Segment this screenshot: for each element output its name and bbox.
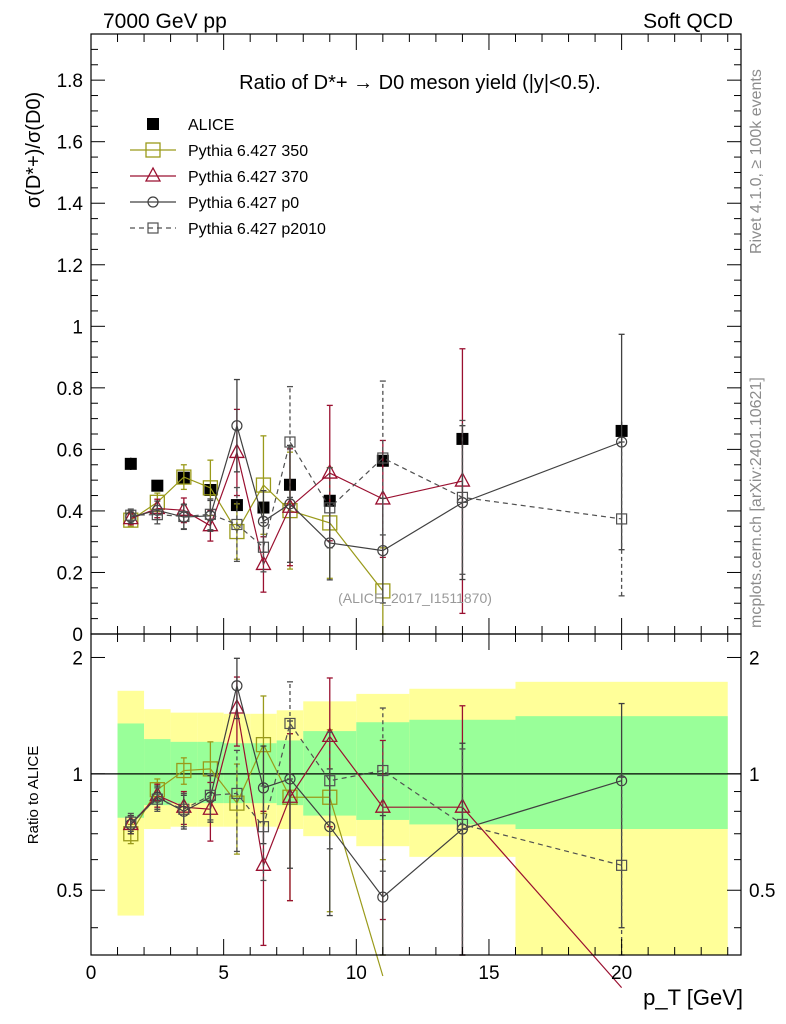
y-tick-label: 1.6: [57, 133, 83, 154]
y-tick-label: 1.2: [57, 256, 83, 277]
data-point: [178, 803, 190, 815]
ratio-y-tick-label: 0.5: [57, 881, 83, 902]
y-tick-label: 0.8: [57, 379, 83, 400]
data-point: [176, 762, 192, 779]
main-title: Ratio of D*+ → D0 meson yield (|y|<0.5).: [239, 72, 601, 94]
ratio-frame: [90, 633, 742, 956]
legend-marker: [145, 142, 161, 158]
ratio-ylabel: Ratio to ALICE: [25, 746, 42, 844]
series-pythia-6-427-p2010: [125, 380, 628, 597]
data-point: [616, 513, 628, 525]
legend-marker: [147, 222, 159, 234]
y-tick-label: 0: [72, 625, 83, 646]
data-point: [125, 509, 137, 521]
data-point: [257, 821, 270, 833]
data-point: [229, 795, 245, 811]
data-point: [231, 518, 243, 531]
data-point: [257, 541, 270, 553]
y-tick-label: 0.4: [57, 502, 84, 523]
data-point: [151, 479, 164, 492]
data-point: [176, 469, 192, 485]
data-point: [178, 510, 190, 523]
ratio-y-tick-label-right: 0.5: [749, 881, 775, 902]
y-tick-label: 0.6: [57, 440, 83, 461]
data-point: [321, 463, 338, 479]
y-tick-label: 1.4: [57, 194, 84, 215]
legend-entry: Pythia 6.427 p2010: [130, 221, 326, 238]
series-line: [130, 722, 622, 866]
data-point: [204, 789, 216, 801]
data-point: [125, 816, 137, 828]
legend-label: ALICE: [188, 117, 234, 134]
main-ylabel: σ(D*+)/σ(D0): [23, 92, 45, 208]
data-point: [231, 787, 243, 800]
legend-marker: [144, 166, 162, 182]
x-axis-label: p_T [GeV]: [643, 985, 743, 1010]
legend-label: Pythia 6.427 p0: [188, 195, 299, 212]
mcplots-label: mcplots.cern.ch [arXiv:2401.10621]: [748, 377, 765, 628]
series-line: [130, 450, 463, 567]
ratio-y-tick-label: 1: [72, 765, 83, 786]
legend-entry: Pythia 6.427 370: [130, 166, 308, 186]
data-point: [151, 509, 163, 521]
data-point: [377, 891, 389, 903]
data-point: [202, 480, 219, 496]
legend-entry: ALICE: [147, 117, 234, 134]
ratio-y-tick-label-right: 1: [749, 765, 760, 786]
data-point: [377, 545, 389, 557]
data-point: [456, 818, 469, 831]
series-alice: [124, 421, 628, 514]
data-point: [231, 420, 243, 432]
data-point: [231, 680, 243, 692]
legend-label: Pythia 6.427 p2010: [188, 221, 326, 238]
legend-label: Pythia 6.427 370: [188, 169, 308, 186]
series-pythia-6-427-p2010: [125, 681, 628, 956]
header-left: 7000 GeV pp: [103, 10, 227, 33]
data-point: [284, 436, 296, 448]
x-tick-label: 15: [478, 963, 499, 984]
x-tick-label: 0: [86, 963, 97, 984]
legend-label: Pythia 6.427 350: [188, 143, 308, 160]
data-point: [284, 498, 296, 510]
y-tick-label: 1: [72, 317, 83, 338]
x-tick-label: 20: [611, 963, 632, 984]
ratio-y-tick-label: 2: [72, 648, 83, 669]
data-point: [324, 502, 336, 514]
x-tick-label: 5: [218, 963, 229, 984]
legend-entry: Pythia 6.427 350: [130, 142, 308, 160]
data-point: [151, 793, 163, 805]
legend-marker: [147, 196, 159, 208]
data-point: [456, 491, 469, 503]
reference-tag: (ALICE_2017_I1511870): [338, 590, 492, 606]
data-point: [204, 508, 216, 520]
band-inner: [117, 723, 145, 818]
legend-marker: [147, 118, 159, 130]
data-point: [284, 773, 296, 785]
series-pythia-6-427-p0: [125, 333, 628, 604]
ratio-y-tick-label-right: 2: [749, 648, 760, 669]
x-tick-label: 10: [346, 963, 367, 984]
legend: ALICE Pythia 6.427 350 Pythia 6.427 370 Pyt…: [130, 117, 326, 238]
series-pythia-6-427-370: [122, 348, 471, 615]
data-point: [377, 764, 389, 777]
ratio-panel: 0.5 0.51 12 20 5 10 15 20 Ratio to ALICE p_T [G…: [25, 633, 775, 1010]
data-point: [284, 717, 296, 730]
legend-entry: Pythia 6.427 p0: [130, 195, 299, 212]
main-panel: 0 0.2 0.4 0.6 0.8 1 1.2 1.4 1.6 1.8 Ratio of D*+ …: [23, 33, 742, 646]
data-point: [324, 775, 336, 787]
rivet-label: Rivet 4.1.0, ≥ 100k events: [748, 69, 765, 254]
data-point: [616, 859, 628, 871]
y-tick-label: 0.2: [57, 563, 83, 584]
data-point: [377, 452, 389, 464]
y-tick-label: 1.8: [57, 71, 83, 92]
header-right: Soft QCD: [643, 10, 733, 33]
data-point: [124, 457, 137, 470]
